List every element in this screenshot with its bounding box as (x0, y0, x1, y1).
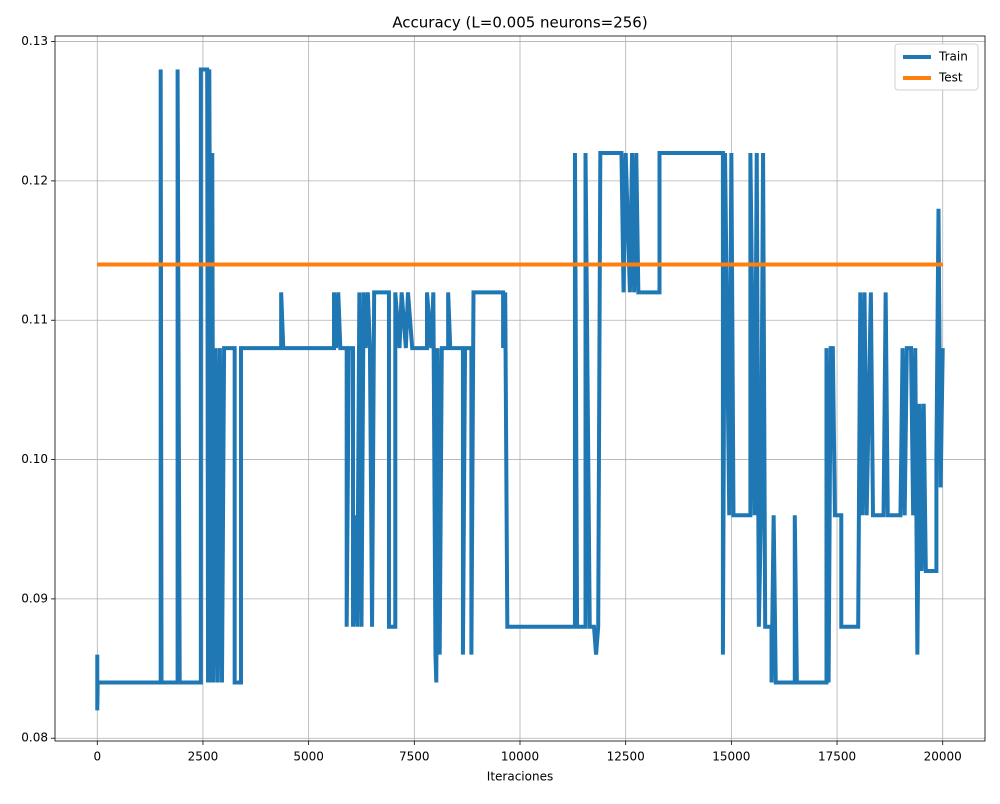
x-tick-label: 12500 (607, 750, 645, 764)
x-tick-label: 5000 (293, 750, 324, 764)
y-tick-label: 0.08 (21, 731, 48, 745)
x-tick-label: 2500 (188, 750, 219, 764)
x-tick-label: 7500 (399, 750, 430, 764)
y-tick-label: 0.09 (21, 591, 48, 605)
y-tick-label: 0.13 (21, 34, 48, 48)
x-tick-label: 0 (93, 750, 101, 764)
line-series (95, 67, 945, 711)
x-tick-label: 10000 (501, 750, 539, 764)
y-tick-label: 0.10 (21, 452, 48, 466)
x-axis-label: Iteraciones (487, 770, 553, 784)
chart-title: Accuracy (L=0.005 neurons=256) (392, 14, 647, 32)
y-tick-label: 0.11 (21, 313, 48, 327)
y-tick-label: 0.12 (21, 173, 48, 187)
x-tick-label: 20000 (924, 750, 962, 764)
legend-label: Train (938, 50, 968, 64)
x-tick-label: 17500 (818, 750, 856, 764)
x-tick-label: 15000 (712, 750, 750, 764)
plot-frame (54, 35, 986, 742)
legend-label: Test (938, 71, 963, 85)
